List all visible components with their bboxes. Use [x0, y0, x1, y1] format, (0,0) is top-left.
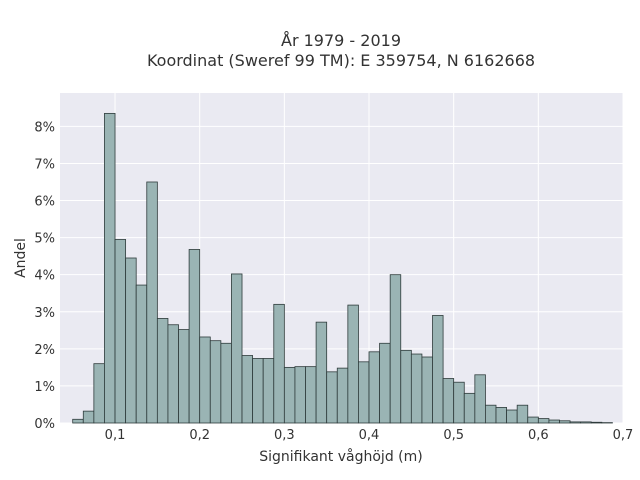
histogram-bar — [209, 340, 222, 424]
histogram-bar — [527, 416, 539, 424]
histogram-bar — [410, 353, 423, 424]
histogram-bar — [273, 303, 285, 424]
histogram-bar — [167, 324, 179, 424]
histogram-bar — [442, 378, 455, 424]
histogram-bar — [305, 366, 317, 424]
histogram-bar — [231, 273, 243, 424]
histogram-bar — [82, 410, 95, 424]
histogram-bar — [485, 404, 497, 424]
x-axis-ticks: 0,1 0,2 0,3 0,4 0,5 0,6 0,7 — [105, 428, 634, 443]
x-tick-label: 0,2 — [189, 428, 210, 443]
histogram-bar — [156, 318, 169, 424]
histogram-bar — [326, 371, 338, 424]
x-tick-label: 0,4 — [359, 428, 380, 443]
histogram-bar — [368, 351, 380, 424]
bars — [72, 112, 613, 424]
y-axis-label: Andel — [13, 238, 29, 278]
y-tick-label: 8% — [34, 120, 55, 135]
x-tick-label: 0,5 — [443, 428, 464, 443]
histogram-bar — [421, 356, 433, 424]
histogram-bar — [495, 407, 507, 424]
histogram-bar — [559, 420, 571, 424]
histogram-bar — [516, 404, 529, 424]
y-tick-label: 2% — [34, 343, 55, 358]
histogram-bar — [220, 342, 232, 424]
histogram-bar — [358, 361, 370, 424]
y-tick-label: 5% — [34, 232, 55, 247]
histogram-bar — [537, 418, 550, 424]
histogram-bar — [178, 329, 190, 424]
histogram-bar — [72, 418, 84, 424]
x-axis-label: Signifikant våghöjd (m) — [259, 448, 422, 465]
y-tick-label: 3% — [34, 306, 55, 321]
x-tick-label: 0,6 — [528, 428, 549, 443]
x-tick-label: 0,1 — [105, 428, 126, 443]
histogram-bar — [453, 381, 465, 424]
histogram-bar — [114, 239, 127, 424]
histogram-bar — [590, 421, 603, 424]
y-tick-label: 0% — [34, 417, 55, 432]
y-tick-label: 1% — [34, 380, 55, 395]
histogram-bar — [146, 181, 158, 424]
histogram-bar — [580, 421, 592, 424]
histogram-bar — [241, 355, 254, 424]
histogram-bar — [315, 321, 328, 424]
histogram-bar — [125, 257, 137, 424]
histogram-bar — [347, 304, 359, 424]
histogram-bar — [135, 284, 148, 424]
histogram-bar — [93, 363, 105, 424]
chart-title: År 1979 - 2019 — [281, 31, 401, 50]
x-tick-label: 0,7 — [613, 428, 634, 443]
y-tick-label: 6% — [34, 195, 55, 210]
histogram-bar — [463, 392, 476, 424]
histogram-bar — [389, 274, 402, 424]
histogram-bar — [400, 349, 412, 424]
histogram-bar — [474, 374, 486, 424]
histogram-bar — [548, 419, 560, 424]
histogram-bar — [188, 249, 201, 424]
histogram-bar — [262, 358, 275, 424]
histogram-bar — [294, 366, 306, 424]
y-axis-ticks: 0% 1% 2% 3% 4% 5% 6% 7% 8% — [34, 120, 55, 432]
histogram-bar — [432, 315, 444, 424]
histogram-bar — [283, 366, 296, 424]
histogram-bar — [252, 358, 264, 424]
histogram-bar — [199, 336, 211, 424]
histogram-bar — [104, 112, 116, 424]
histogram-bar — [336, 367, 349, 424]
y-tick-label: 7% — [34, 157, 55, 172]
histogram-bar — [379, 342, 391, 424]
chart-subtitle: Koordinat (Sweref 99 TM): E 359754, N 61… — [147, 51, 535, 70]
histogram-bar — [569, 421, 582, 424]
histogram-bar — [506, 409, 518, 424]
x-tick-label: 0,3 — [274, 428, 295, 443]
y-tick-label: 4% — [34, 269, 55, 284]
